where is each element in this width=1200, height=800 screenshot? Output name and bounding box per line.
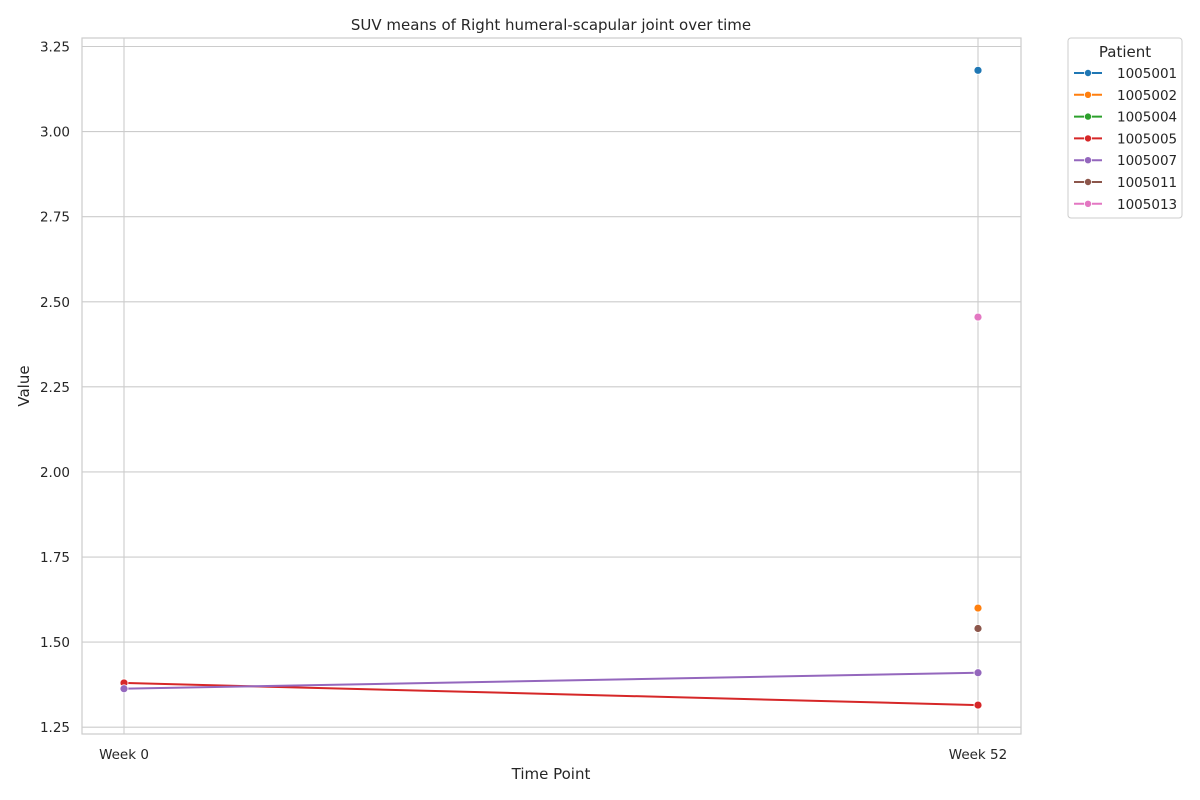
- legend-swatch-marker: [1084, 199, 1093, 208]
- y-tick-label: 2.25: [40, 380, 70, 396]
- legend: Patient 10050011005002100500410050051005…: [1067, 37, 1183, 219]
- series-1005013: [973, 312, 983, 322]
- legend-item-1005005: 1005005: [1074, 131, 1177, 147]
- y-tick-label: 1.50: [40, 635, 70, 651]
- series-1005011: [973, 624, 983, 633]
- legend-label: 1005004: [1117, 110, 1177, 126]
- y-tick-label: 2.00: [40, 465, 70, 481]
- data-point-1005013: [973, 312, 983, 322]
- legend-item-1005013: 1005013: [1074, 197, 1177, 213]
- legend-swatch-marker: [1084, 112, 1093, 121]
- y-tick-label: 3.25: [40, 40, 70, 56]
- x-tick-label: Week 0: [99, 747, 149, 763]
- x-tick-label: Week 52: [949, 747, 1007, 763]
- legend-label: 1005002: [1117, 88, 1177, 104]
- legend-box: [1067, 37, 1183, 219]
- y-tick-label: 1.75: [40, 550, 70, 566]
- grid: [82, 38, 1021, 734]
- series-layer: [119, 65, 983, 710]
- legend-label: 1005001: [1117, 66, 1177, 82]
- plot-area: [81, 37, 1022, 735]
- y-tick-label: 1.25: [40, 720, 70, 736]
- legend-item-1005007: 1005007: [1074, 153, 1177, 169]
- legend-swatch-marker: [1084, 156, 1093, 165]
- y-axis-label: Value: [15, 365, 33, 406]
- legend-item-1005011: 1005011: [1074, 175, 1177, 191]
- legend-swatch-marker: [1084, 134, 1093, 143]
- chart-title: SUV means of Right humeral-scapular join…: [351, 16, 751, 34]
- legend-swatch-marker: [1084, 69, 1093, 78]
- legend-item-1005004: 1005004: [1074, 110, 1177, 126]
- series-1005007: [119, 668, 983, 694]
- y-tick-label: 2.75: [40, 210, 70, 226]
- legend-label: 1005007: [1117, 153, 1177, 169]
- y-tick-labels: 1.25 1.50 1.75 2.00 2.25 2.50 2.75 3.00 3.25: [40, 40, 70, 737]
- data-point-1005001: [973, 65, 983, 75]
- series-1005002: [973, 603, 983, 613]
- legend-items: 1005001 1005002 1005004 1005005 1005007 10050…: [1074, 66, 1177, 213]
- legend-swatch-marker: [1084, 177, 1093, 186]
- data-point-1005007: [973, 668, 983, 678]
- legend-label: 1005011: [1117, 175, 1177, 191]
- series-1005001: [973, 65, 983, 75]
- y-tick-label: 2.50: [40, 295, 70, 311]
- data-point-1005011: [973, 624, 983, 633]
- x-tick-labels: Week 0 Week 52: [99, 747, 1007, 763]
- series-line-1005007: [123, 671, 979, 690]
- legend-item-1005002: 1005002: [1074, 88, 1177, 104]
- data-point-1005002: [973, 603, 983, 613]
- legend-label: 1005013: [1117, 197, 1177, 213]
- legend-swatch-marker: [1084, 90, 1093, 99]
- legend-label: 1005005: [1117, 131, 1177, 147]
- data-point-1005005: [973, 700, 983, 710]
- x-axis-label: Time Point: [511, 765, 591, 783]
- legend-item-1005001: 1005001: [1074, 66, 1177, 82]
- legend-title: Patient: [1099, 43, 1151, 61]
- data-point-1005007: [119, 684, 129, 694]
- y-tick-label: 3.00: [40, 125, 70, 141]
